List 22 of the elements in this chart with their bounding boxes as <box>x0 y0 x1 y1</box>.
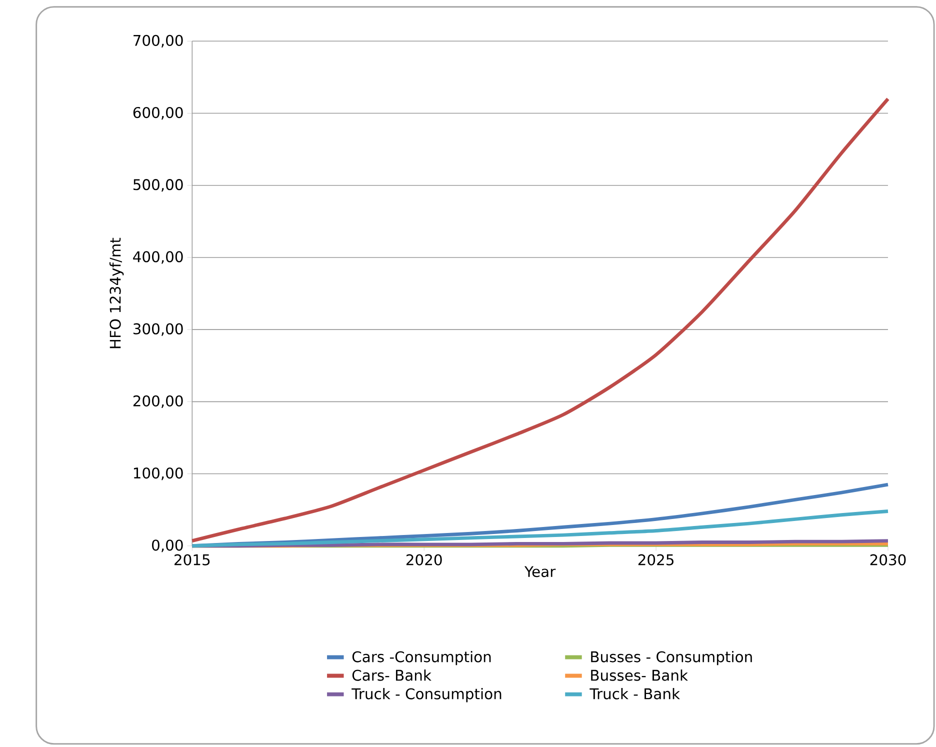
x-tick-label: 2020 <box>406 554 442 566</box>
x-tick-label: 2025 <box>638 554 674 566</box>
x-axis-title: Year <box>524 566 556 578</box>
legend-label: Truck - Consumption <box>352 688 502 702</box>
legend-label: Cars -Consumption <box>352 651 491 666</box>
line-series <box>190 510 890 548</box>
x-tick-label: 2015 <box>174 554 210 566</box>
y-axis-title: HFO 1234yf/mt <box>109 238 124 348</box>
legend-label: Truck - Bank <box>590 688 680 700</box>
y-tick-label: 500,00 <box>134 179 183 192</box>
legend-label: Cars- Bank <box>352 670 432 681</box>
y-tick-label: 100,00 <box>134 468 183 480</box>
y-tick-label: 700,00 <box>134 34 183 48</box>
y-tick-label: 200,00 <box>133 395 183 408</box>
y-tick-label: 400,00 <box>133 251 183 264</box>
legend-label: Busses - Consumption <box>591 651 752 666</box>
y-tick-label: 0,00 <box>152 540 183 552</box>
line-series <box>190 97 890 543</box>
x-tick-label: 2030 <box>870 554 906 566</box>
y-tick-label: 600,00 <box>133 107 183 120</box>
y-tick-label: 300,00 <box>133 323 183 336</box>
legend-label: Busses- Bank <box>591 670 688 681</box>
